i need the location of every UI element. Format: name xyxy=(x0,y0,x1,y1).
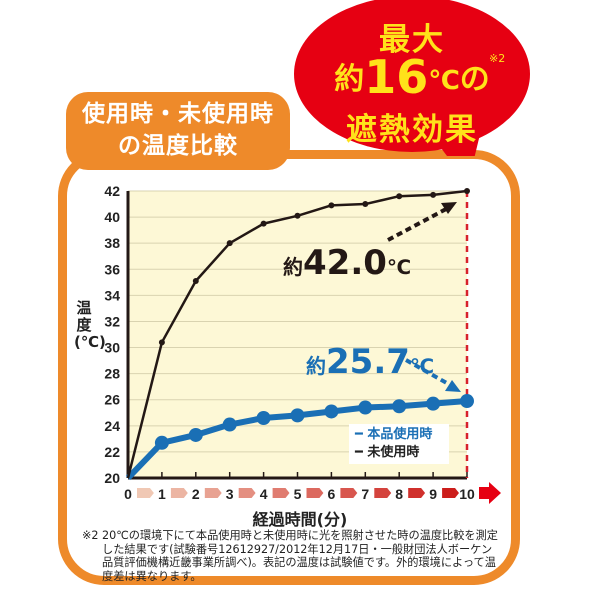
callout-note-mark: ※2 xyxy=(489,52,506,65)
svg-text:3: 3 xyxy=(226,486,234,502)
svg-text:20: 20 xyxy=(104,470,120,486)
svg-text:26: 26 xyxy=(104,392,120,408)
svg-text:24: 24 xyxy=(104,418,120,434)
svg-text:36: 36 xyxy=(104,261,120,277)
svg-text:8: 8 xyxy=(395,486,403,502)
svg-text:5: 5 xyxy=(294,486,302,502)
unused-annotation: 約42.0℃ xyxy=(283,243,412,283)
svg-text:28: 28 xyxy=(104,366,120,382)
svg-text:7: 7 xyxy=(361,486,369,502)
svg-text:1: 1 xyxy=(158,486,166,502)
used-annotation: 約25.7℃ xyxy=(306,342,435,382)
callout-line3: 遮熱効果 xyxy=(346,112,478,148)
legend: ━ 本品使用時 ━ 未使用時 xyxy=(349,424,449,464)
svg-text:22: 22 xyxy=(104,444,120,460)
footnote: ※2 20℃の環境下にて本品使用時と未使用時に光を照射させた時の温度比較を測定し… xyxy=(82,529,498,583)
svg-text:0: 0 xyxy=(124,486,132,502)
svg-text:34: 34 xyxy=(104,287,120,303)
chart-title: 使用時・未使用時 の温度比較 xyxy=(66,92,290,170)
callout-line2: 約16℃の xyxy=(334,50,490,104)
svg-text:32: 32 xyxy=(104,313,120,329)
svg-text:9: 9 xyxy=(429,486,437,502)
callout-value: 16 xyxy=(364,50,429,104)
svg-text:10: 10 xyxy=(459,486,475,502)
callout-line1: 最大 xyxy=(379,22,445,58)
x-axis-label: 経過時間(分) xyxy=(252,510,348,529)
svg-text:30: 30 xyxy=(104,340,120,356)
svg-text:2: 2 xyxy=(192,486,200,502)
legend-used: ━ 本品使用時 xyxy=(355,427,433,442)
legend-unused: ━ 未使用時 xyxy=(355,445,420,460)
y-axis-label: 温度(℃) xyxy=(74,299,106,351)
callout-bubble xyxy=(294,0,530,156)
svg-text:42: 42 xyxy=(104,183,120,199)
svg-text:38: 38 xyxy=(104,235,120,251)
svg-text:40: 40 xyxy=(104,209,120,225)
svg-text:4: 4 xyxy=(260,486,268,502)
svg-text:6: 6 xyxy=(328,486,336,502)
